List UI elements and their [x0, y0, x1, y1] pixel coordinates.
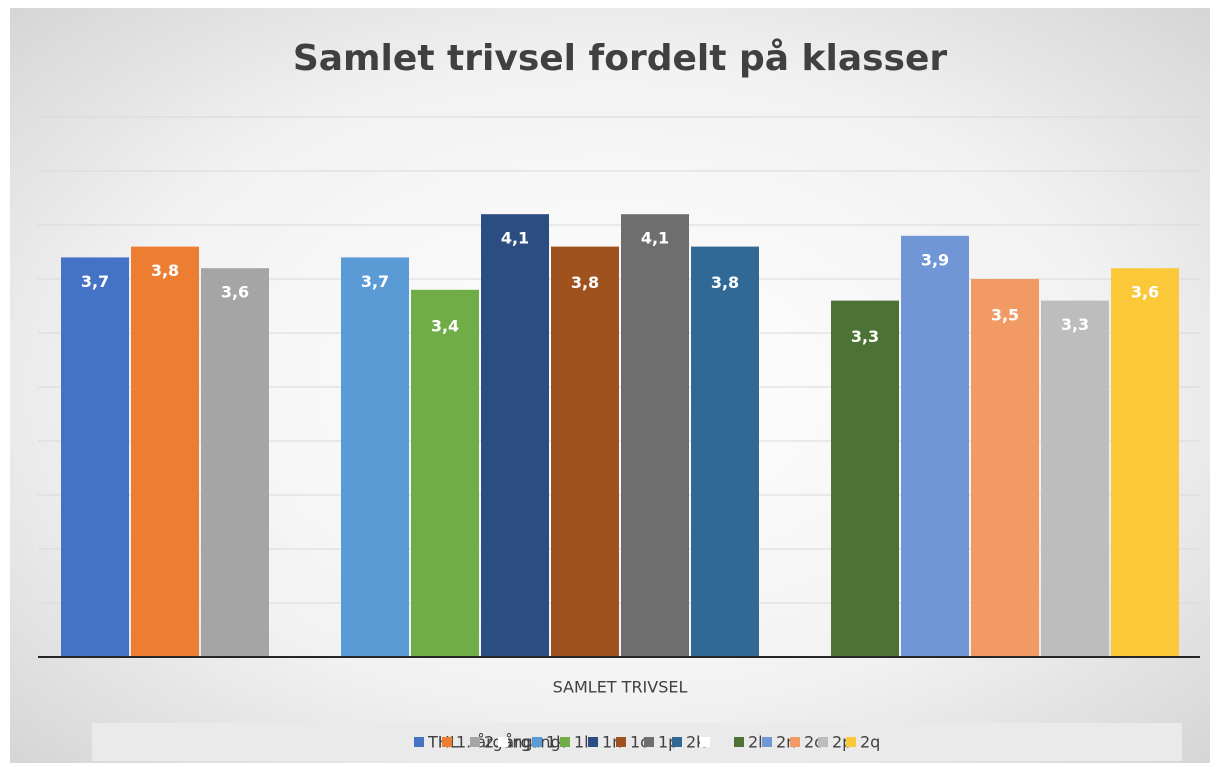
- legend-swatch: [414, 737, 424, 747]
- bar: [971, 279, 1039, 657]
- legend-label: 2q: [860, 733, 880, 752]
- legend-swatch: [790, 737, 800, 747]
- legend-swatch: [560, 737, 570, 747]
- legend-swatch: [442, 737, 452, 747]
- data-label: 3,7: [81, 272, 109, 291]
- legend-swatch-blank: [498, 737, 508, 747]
- data-label: 3,6: [1131, 283, 1159, 302]
- legend-swatch: [588, 737, 598, 747]
- legend-swatch-blank: [700, 737, 710, 747]
- x-axis-label: SAMLET TRIVSEL: [553, 678, 688, 697]
- bar: [831, 300, 899, 657]
- bar: [61, 257, 129, 657]
- data-label: 3,7: [361, 272, 389, 291]
- data-label: 3,4: [431, 316, 459, 335]
- data-label: 3,8: [151, 261, 179, 280]
- chart-title: Samlet trivsel fordelt på klasser: [293, 38, 948, 79]
- bar: [901, 235, 969, 658]
- bar: [131, 246, 199, 657]
- bar: [341, 257, 409, 657]
- legend-swatch: [616, 737, 626, 747]
- bar: [1041, 300, 1109, 657]
- legend-swatch: [672, 737, 682, 747]
- bar: [201, 268, 269, 657]
- bar: [551, 246, 619, 657]
- data-label: 3,8: [711, 273, 739, 292]
- bar: [621, 214, 689, 657]
- legend-label: 1l: [574, 733, 589, 752]
- legend-swatch: [470, 737, 480, 747]
- data-label: 3,3: [1061, 315, 1089, 334]
- data-label: 3,6: [221, 283, 249, 302]
- data-label: 3,5: [991, 306, 1019, 325]
- data-label: 3,8: [571, 273, 599, 292]
- legend-label: 2l: [748, 733, 763, 752]
- data-label: 3,3: [851, 327, 879, 346]
- legend-box: [92, 723, 1182, 761]
- bar: [691, 246, 759, 657]
- data-label: 4,1: [641, 229, 669, 248]
- legend-swatch: [846, 737, 856, 747]
- data-label: 3,9: [921, 250, 949, 269]
- legend-swatch: [734, 737, 744, 747]
- bar: [411, 289, 479, 657]
- bar: [481, 214, 549, 657]
- bar: [1111, 268, 1179, 657]
- legend-swatch: [644, 737, 654, 747]
- legend-swatch: [818, 737, 828, 747]
- data-label: 4,1: [501, 229, 529, 248]
- legend-swatch: [762, 737, 772, 747]
- legend-swatch: [532, 737, 542, 747]
